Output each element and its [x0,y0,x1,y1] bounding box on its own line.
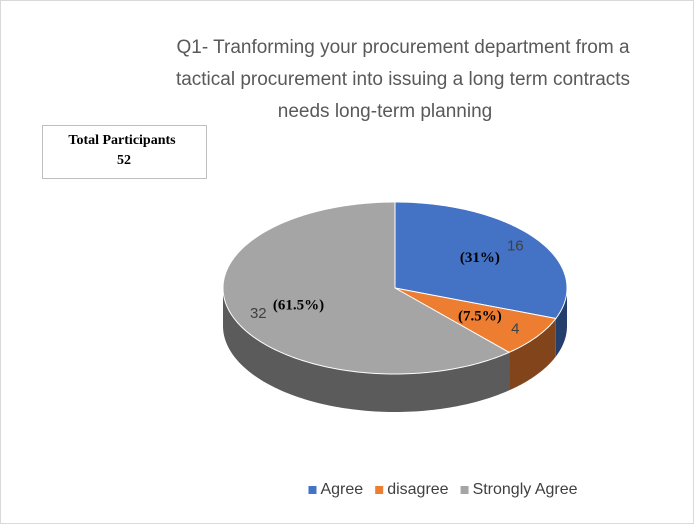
legend-swatch [460,486,469,494]
annotation-box [42,125,207,179]
percent-label: (61.5%) [273,298,324,314]
legend-swatch [375,486,384,494]
legend-label: Agree [320,481,363,498]
pie-side [555,288,567,357]
chart-title: tactical procurement into issuing a long… [176,69,630,90]
data-label: 32 [250,305,267,322]
annotation-title: Total Participants [68,133,176,148]
data-label: 16 [507,237,524,254]
chart-title: needs long-term planning [278,101,492,122]
pie-side [223,288,510,412]
annotation-value: 52 [117,153,131,168]
data-label: 4 [511,320,519,337]
pie-slice [394,287,557,353]
pie-side [509,318,556,391]
percent-label: (7.5%) [458,309,502,325]
percent-label: (31%) [460,250,500,266]
legend-label: Strongly Agree [473,481,578,498]
pie-slice [222,201,511,375]
legend-label: disagree [387,481,448,498]
legend-swatch [308,486,317,494]
chart-title: Q1- Tranforming your procurement departm… [176,37,629,58]
pie-slice [394,201,568,320]
